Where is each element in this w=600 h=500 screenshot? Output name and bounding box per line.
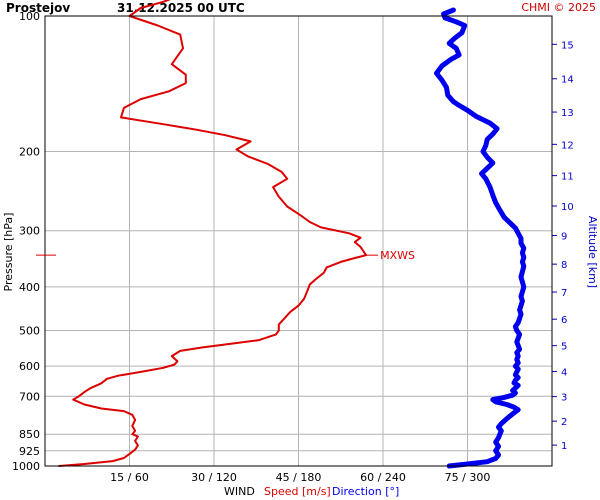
y-tick-label: 300 <box>19 225 40 238</box>
y-tick-label: 850 <box>19 428 40 441</box>
altitude-tick-label: 11 <box>561 172 574 183</box>
y-tick-label: 400 <box>19 281 40 294</box>
altitude-tick-label: 2 <box>561 417 567 428</box>
datetime-title: 31.12.2025 00 UTC <box>117 1 245 15</box>
x-label-wind: WIND <box>224 485 255 498</box>
copyright: CHMI © 2025 <box>521 1 596 14</box>
x-tick-label: 15 / 60 <box>110 471 149 484</box>
altitude-tick-label: 15 <box>561 40 574 51</box>
altitude-tick-label: 10 <box>561 202 574 213</box>
x-tick-label: 45 / 180 <box>276 471 322 484</box>
mxws-label: MXWS <box>380 249 415 262</box>
y-tick-label: 925 <box>19 445 40 458</box>
y-tick-label: 700 <box>19 390 40 403</box>
altitude-tick-label: 4 <box>561 367 567 378</box>
y-tick-labels: 100 200 300 400 500 600 700 850 925 1000 <box>12 10 40 473</box>
altitude-tick-label: 1 <box>561 441 567 452</box>
x-tick-label: 60 / 240 <box>360 471 406 484</box>
altitude-tick-label: 12 <box>561 140 574 151</box>
series-lines <box>58 0 527 469</box>
altitude-tick-label: 14 <box>561 75 574 86</box>
mxws-marker: MXWS <box>36 249 415 262</box>
altitude-tick-label: 5 <box>561 342 567 353</box>
direction-line <box>434 7 527 469</box>
altitude-tick-label: 6 <box>561 315 567 326</box>
x-label-speed: Speed [m/s] <box>264 485 331 498</box>
altitude-tick-label: 7 <box>561 288 567 299</box>
y-axis-label: Pressure [hPa] <box>2 213 15 292</box>
altitude-tick-label: 3 <box>561 393 567 404</box>
altitude-tick-label: 8 <box>561 260 567 271</box>
x-tick-labels: 15 / 60 30 / 120 45 / 180 60 / 240 75 / 300 <box>110 471 490 484</box>
y-tick-label: 500 <box>19 325 40 338</box>
x-label-direction: Direction [°] <box>332 485 399 498</box>
station-title: Prostejov <box>6 1 70 15</box>
plot-frame <box>44 15 553 467</box>
altitude-tick-label: 9 <box>561 231 567 242</box>
grid <box>45 16 552 466</box>
y-tick-label: 100 <box>19 10 40 23</box>
x-tick-label: 30 / 120 <box>191 471 237 484</box>
y-tick-label: 1000 <box>12 460 40 473</box>
x-tick-label: 75 / 300 <box>445 471 491 484</box>
altitude-axis-label: Altitude [km] <box>586 216 599 288</box>
y-tick-label: 200 <box>19 145 40 158</box>
y-tick-label: 600 <box>19 360 40 373</box>
speed-line <box>58 0 368 467</box>
altitude-tick-label: 13 <box>561 108 574 119</box>
